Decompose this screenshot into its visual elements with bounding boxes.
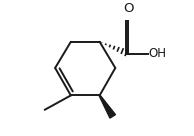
- Text: OH: OH: [149, 47, 167, 60]
- Polygon shape: [99, 95, 115, 118]
- Text: O: O: [123, 2, 134, 15]
